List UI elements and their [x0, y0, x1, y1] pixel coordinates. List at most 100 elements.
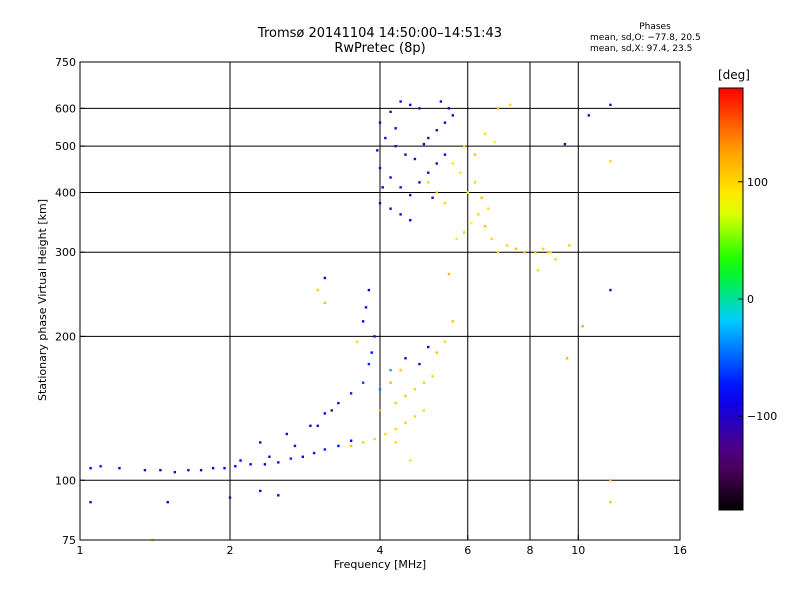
data-point — [508, 103, 512, 107]
data-point — [394, 441, 397, 444]
data-point — [422, 142, 426, 146]
data-point — [99, 465, 102, 468]
data-point — [404, 394, 407, 398]
data-point — [431, 196, 434, 199]
colorbar-tick-label: −100 — [747, 410, 777, 423]
x-tick-label: 6 — [464, 544, 471, 557]
data-point — [409, 193, 412, 197]
data-point — [470, 222, 473, 225]
data-point — [447, 272, 451, 276]
data-point — [462, 144, 466, 148]
data-point — [418, 107, 421, 110]
data-point — [187, 468, 190, 472]
data-point — [422, 381, 426, 384]
chart-subtitle: RwPretec (8p) — [334, 41, 426, 56]
colorbar-unit: [deg] — [718, 68, 750, 82]
x-tick-label: 10 — [571, 544, 585, 557]
y-axis: 750 600 500 400 300 200 100 75 — [55, 56, 85, 547]
data-point — [378, 201, 382, 205]
data-point — [435, 162, 438, 165]
data-point — [159, 468, 162, 472]
data-point — [609, 103, 612, 107]
data-point — [435, 351, 438, 354]
data-point — [554, 258, 557, 261]
data-point — [316, 288, 319, 292]
data-point — [431, 375, 434, 378]
data-point — [505, 244, 509, 247]
data-point — [394, 401, 397, 405]
data-point — [514, 247, 518, 250]
colorbar-axis: 100 0 −100 — [738, 176, 777, 423]
data-point — [89, 466, 92, 470]
data-point — [373, 335, 376, 338]
data-point — [309, 424, 312, 428]
chart-title: Tromsø 20141104 14:50:00–14:51:43 — [257, 26, 503, 41]
data-point — [378, 409, 382, 412]
data-point — [493, 140, 497, 144]
data-point — [355, 340, 359, 343]
data-point — [301, 455, 305, 458]
data-point — [316, 424, 319, 428]
data-point — [249, 463, 252, 466]
data-point — [443, 340, 447, 343]
data-point — [581, 325, 584, 328]
data-point — [455, 237, 458, 241]
data-point — [480, 196, 483, 199]
y-tick-label: 600 — [55, 102, 76, 115]
data-point — [399, 100, 402, 103]
data-point — [367, 362, 371, 366]
data-point — [439, 100, 443, 103]
data-point — [523, 251, 526, 254]
data-point — [228, 496, 232, 499]
data-point — [389, 381, 392, 384]
data-point — [370, 351, 373, 354]
data-point — [568, 244, 571, 247]
colorbar-tick-label: 100 — [747, 176, 768, 189]
phase-stats-title: Phases — [639, 22, 671, 32]
y-tick-label: 100 — [55, 474, 76, 487]
data-point — [443, 201, 447, 205]
data-point — [409, 103, 412, 107]
data-point — [536, 269, 540, 272]
data-point — [422, 409, 426, 412]
data-point — [268, 455, 271, 458]
data-point — [223, 466, 226, 470]
data-point — [427, 181, 430, 184]
data-point — [609, 160, 612, 163]
phase-stats-o: mean, sd,O: −77.8, 20.5 — [590, 33, 701, 43]
data-point — [349, 444, 353, 448]
data-point — [381, 186, 384, 189]
y-tick-label: 300 — [55, 246, 76, 259]
data-point — [330, 409, 333, 412]
data-point — [609, 479, 612, 482]
data-point — [349, 392, 353, 395]
data-point — [349, 439, 353, 442]
data-point — [337, 401, 340, 405]
y-axis-label: Stationary phase Virtual Height [km] — [36, 199, 49, 401]
data-point — [323, 412, 327, 415]
data-point — [565, 357, 569, 360]
data-point — [312, 451, 316, 455]
data-point — [541, 247, 545, 250]
data-point — [364, 306, 368, 309]
data-point — [277, 494, 280, 497]
data-point — [259, 489, 262, 493]
y-tick-label: 200 — [55, 330, 76, 343]
y-tick-label: 500 — [55, 140, 76, 153]
plot-points — [89, 100, 612, 542]
data-point — [534, 251, 537, 254]
data-point — [384, 136, 387, 140]
data-point — [384, 432, 387, 436]
data-point — [143, 468, 147, 472]
x-tick-label: 4 — [377, 544, 384, 557]
y-tick-label: 400 — [55, 186, 76, 199]
data-point — [293, 444, 297, 448]
data-point — [389, 207, 392, 210]
data-point — [376, 149, 379, 152]
data-point — [473, 153, 477, 156]
data-point — [173, 470, 177, 474]
data-point — [609, 500, 612, 504]
data-point — [427, 171, 430, 174]
data-point — [394, 427, 397, 431]
data-point — [473, 181, 477, 184]
